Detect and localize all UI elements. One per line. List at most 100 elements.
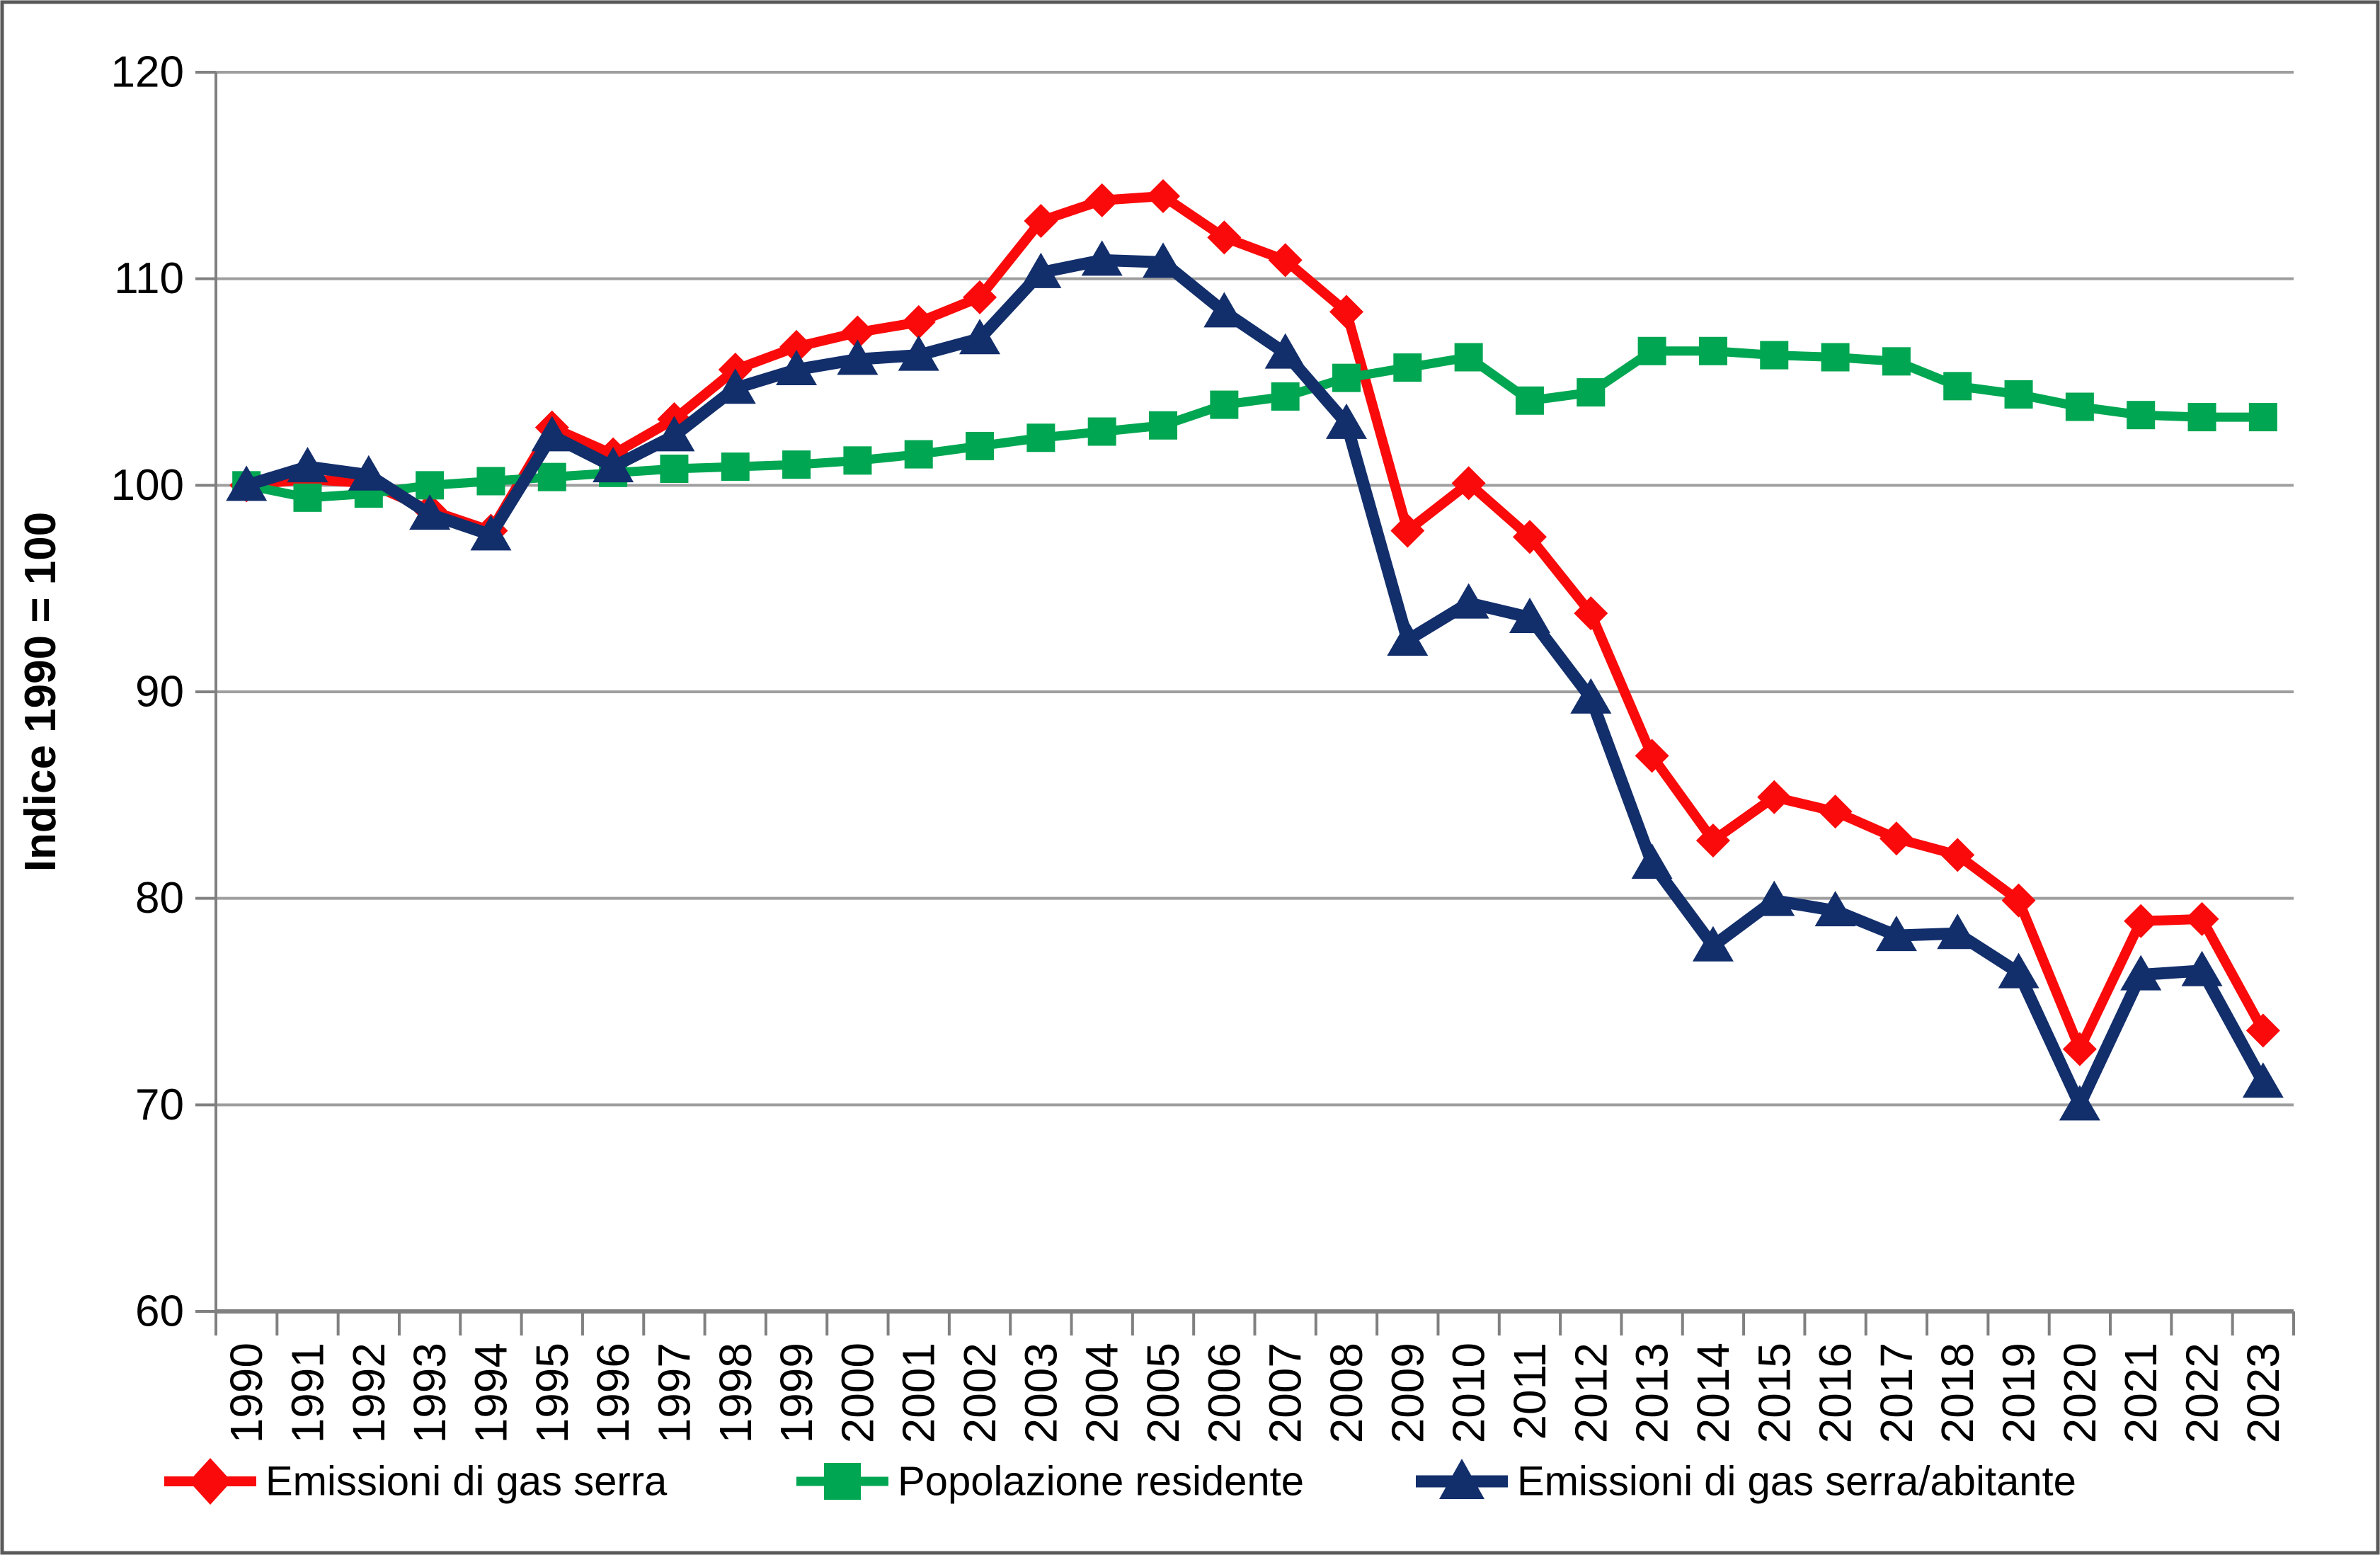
data-point-square: [2187, 403, 2216, 432]
legend-item-popolazione: Popolazione residente: [796, 1459, 1304, 1505]
legend-label-per-abitante: Emissioni di gas serra/abitante: [1517, 1459, 2076, 1505]
x-tick-label: 2009: [1382, 1343, 1433, 1443]
data-point-diamond: [1695, 824, 1730, 858]
data-point-triangle: [1875, 916, 1917, 952]
x-tick-label: 2017: [1871, 1343, 1922, 1443]
data-point-diamond: [2185, 901, 2219, 936]
y-tick-label: 100: [111, 461, 184, 510]
x-tick-label: 1993: [404, 1343, 455, 1443]
data-point-square: [2004, 380, 2033, 409]
data-point-triangle: [653, 416, 695, 452]
x-tick-label: 1999: [771, 1343, 822, 1443]
data-point-square: [1882, 347, 1911, 376]
data-point-triangle: [714, 368, 756, 404]
x-tick-label: 2001: [893, 1343, 944, 1443]
data-point-square: [1332, 363, 1361, 392]
data-point-triangle: [2120, 955, 2162, 991]
data-point-diamond: [1757, 780, 1792, 814]
data-point-diamond: [2124, 904, 2158, 938]
series-per-abitante: [226, 240, 2284, 1121]
data-point-triangle: [287, 447, 328, 483]
data-point-square: [660, 455, 689, 483]
x-tick-label: 1996: [588, 1343, 639, 1443]
x-tick-label: 2007: [1260, 1343, 1311, 1443]
data-point-triangle: [2181, 950, 2223, 986]
x-tick-label: 1992: [343, 1343, 394, 1443]
legend-item-emissioni: Emissioni di gas serra: [164, 1458, 668, 1505]
data-point-triangle: [2242, 1062, 2284, 1098]
x-tick-label: 1998: [710, 1343, 761, 1443]
series-line: [241, 346, 2268, 503]
data-point-triangle: [1814, 891, 1856, 927]
data-point-diamond: [779, 329, 814, 364]
x-tick-label: 2015: [1749, 1343, 1800, 1443]
x-tick-label: 2018: [1932, 1343, 1983, 1443]
x-tick-label: 2012: [1565, 1343, 1616, 1443]
y-tick-label: 110: [114, 254, 184, 303]
diamond-marker-icon: [189, 1458, 231, 1505]
x-tick-label: 1991: [282, 1343, 333, 1443]
data-point-square: [1087, 417, 1116, 446]
data-point-square: [1515, 386, 1544, 415]
data-point-triangle: [1937, 913, 1979, 950]
data-point-triangle: [1753, 880, 1795, 916]
data-point-diamond: [2062, 1032, 2097, 1066]
data-point-triangle: [1020, 252, 1062, 288]
x-tick-label: 2021: [2115, 1343, 2166, 1443]
x-tick-label: 2020: [2054, 1343, 2105, 1443]
x-tick-label: 1990: [221, 1343, 272, 1443]
data-point-triangle: [1692, 925, 1734, 962]
data-point-square: [1393, 353, 1422, 382]
legend-item-per-abitante: Emissioni di gas serra/abitante: [1416, 1459, 2076, 1505]
data-point-triangle: [1081, 240, 1123, 276]
x-tick-label: 2002: [954, 1343, 1005, 1443]
x-tick-label: 1994: [465, 1343, 516, 1443]
data-point-square: [2065, 392, 2094, 421]
data-point-diamond: [1818, 794, 1853, 829]
data-point-square: [1698, 336, 1727, 365]
data-point-square: [904, 440, 933, 469]
data-point-square: [721, 452, 750, 482]
data-point-square: [293, 483, 322, 512]
y-tick-label: 80: [135, 874, 184, 923]
data-point-triangle: [776, 350, 818, 385]
data-point-diamond: [1268, 243, 1303, 278]
x-tick-label: 2022: [2177, 1343, 2228, 1443]
data-point-triangle: [470, 515, 512, 551]
data-point-square: [1271, 382, 1300, 411]
data-point-square: [476, 467, 505, 496]
x-tick-label: 2019: [1993, 1343, 2044, 1443]
data-point-triangle: [959, 319, 1001, 355]
x-tick-label: 2013: [1627, 1343, 1678, 1443]
data-point-diamond: [1635, 739, 1669, 773]
data-point-triangle: [1448, 583, 1489, 619]
x-tick-label: 1997: [648, 1343, 699, 1443]
legend: Emissioni di gas serra Popolazione resid…: [164, 1458, 2076, 1505]
y-tick-label: 70: [135, 1081, 184, 1129]
y-axis-title: Indice 1990 = 100: [16, 512, 65, 872]
data-point-square: [1026, 423, 1055, 452]
data-point-diamond: [1574, 596, 1608, 631]
data-point-triangle: [409, 494, 451, 530]
data-point-square: [1577, 378, 1606, 407]
data-point-triangle: [837, 339, 879, 375]
data-point-triangle: [1264, 333, 1306, 369]
x-tick-label: 2016: [1810, 1343, 1861, 1443]
data-point-triangle: [1203, 292, 1245, 328]
data-point-diamond: [2245, 1013, 2280, 1048]
data-point-square: [1637, 336, 1666, 365]
data-point-diamond: [1329, 295, 1363, 329]
x-tick-label: 2003: [1015, 1343, 1066, 1443]
series-line: [241, 191, 2268, 1054]
data-point-diamond: [1024, 204, 1058, 238]
data-point-square: [2248, 403, 2277, 432]
x-tick-label: 2004: [1077, 1343, 1128, 1443]
x-tick-label: 2014: [1688, 1343, 1739, 1443]
legend-label-popolazione: Popolazione residente: [898, 1459, 1304, 1505]
data-point-square: [1760, 341, 1789, 370]
data-point-triangle: [1998, 952, 2039, 989]
y-tick-label: 90: [135, 668, 184, 717]
